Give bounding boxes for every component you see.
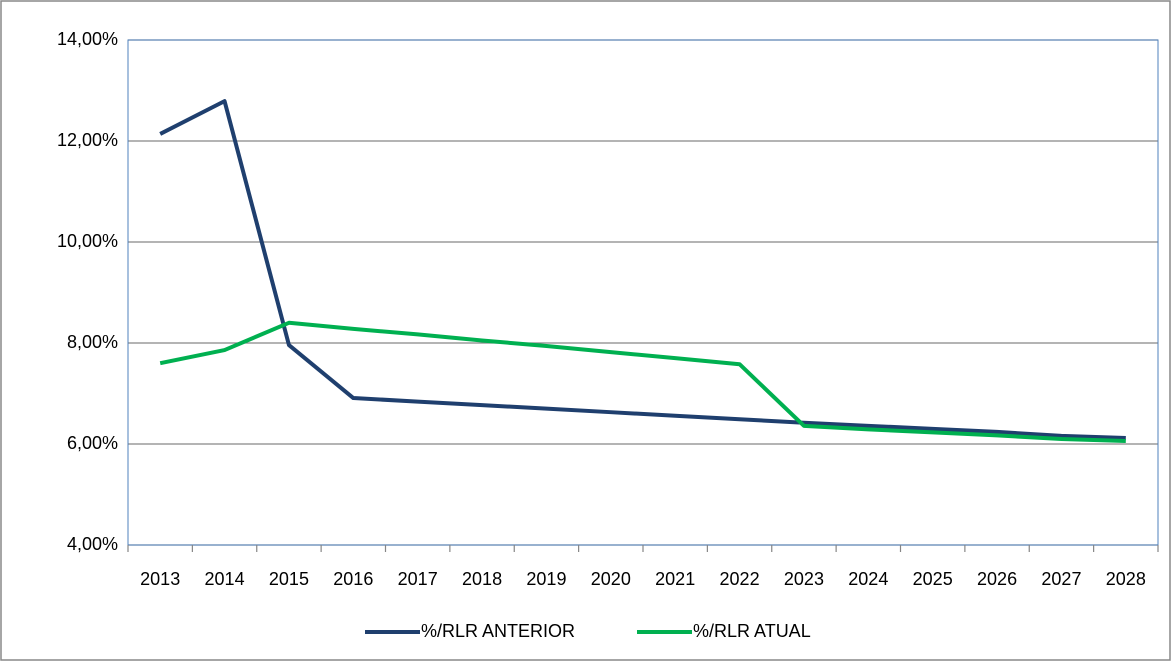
legend-label: %/RLR ATUAL bbox=[693, 621, 811, 641]
x-tick-label: 2015 bbox=[269, 569, 309, 589]
x-tick-label: 2021 bbox=[655, 569, 695, 589]
y-tick-label: 4,00% bbox=[67, 534, 118, 554]
y-tick-label: 8,00% bbox=[67, 332, 118, 352]
x-tick-label: 2017 bbox=[398, 569, 438, 589]
x-tick-label: 2028 bbox=[1106, 569, 1146, 589]
x-tick-label: 2025 bbox=[913, 569, 953, 589]
x-tick-label: 2018 bbox=[462, 569, 502, 589]
x-tick-label: 2022 bbox=[720, 569, 760, 589]
x-tick-label: 2019 bbox=[526, 569, 566, 589]
y-tick-label: 12,00% bbox=[57, 130, 118, 150]
series-line bbox=[159, 320, 1126, 443]
x-tick-label: 2020 bbox=[591, 569, 631, 589]
x-tick-label: 2013 bbox=[140, 569, 180, 589]
y-tick-label: 6,00% bbox=[67, 433, 118, 453]
series-line bbox=[159, 99, 1126, 440]
y-tick-label: 14,00% bbox=[57, 29, 118, 49]
x-tick-label: 2016 bbox=[333, 569, 373, 589]
x-tick-label: 2024 bbox=[848, 569, 888, 589]
x-tick-label: 2026 bbox=[977, 569, 1017, 589]
x-tick-label: 2014 bbox=[205, 569, 245, 589]
legend-label: %/RLR ANTERIOR bbox=[421, 621, 575, 641]
x-tick-label: 2027 bbox=[1041, 569, 1081, 589]
x-tick-label: 2023 bbox=[784, 569, 824, 589]
y-tick-label: 10,00% bbox=[57, 231, 118, 251]
